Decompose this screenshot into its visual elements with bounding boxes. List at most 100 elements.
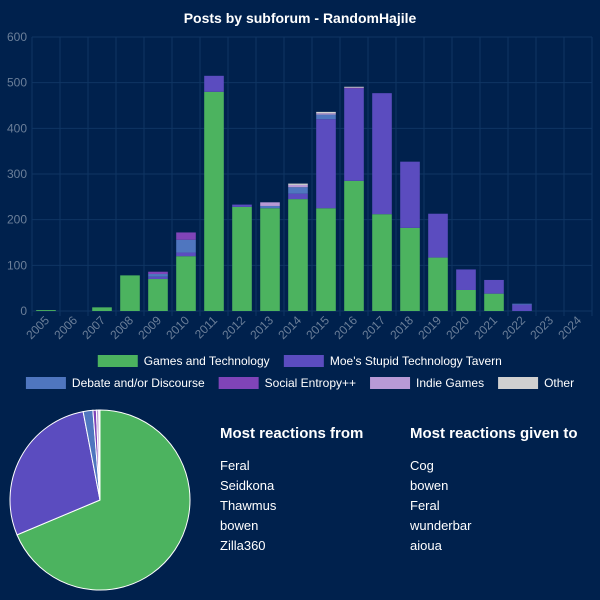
legend-label: Social Entropy++: [265, 376, 356, 390]
reactions-from-title: Most reactions from: [220, 425, 364, 442]
bar-segment: [484, 293, 504, 311]
bar-segment: [176, 256, 196, 311]
bar-segment: [232, 206, 252, 311]
x-tick-label: 2005: [23, 313, 52, 342]
x-tick-label: 2023: [527, 313, 556, 342]
bar-segment: [344, 87, 364, 89]
x-tick-label: 2020: [443, 313, 472, 342]
x-tick-label: 2009: [135, 313, 164, 342]
reactions-given-title: Most reactions given to: [410, 425, 578, 442]
legend-swatch: [218, 377, 259, 389]
bar-segment: [148, 271, 168, 275]
bar-segment: [204, 75, 224, 92]
bar-segment: [176, 252, 196, 257]
reactions-from-list: Most reactions from Feral Seidkona Thawm…: [220, 425, 363, 556]
list-item: bowen: [410, 478, 449, 493]
bar-segment: [316, 119, 336, 209]
x-tick-label: 2018: [387, 313, 416, 342]
list-item: Zilla360: [220, 538, 266, 553]
pie-slice: [16, 409, 191, 591]
x-tick-label: 2011: [192, 313, 220, 341]
bar-segment: [176, 239, 196, 253]
bar-segment: [400, 161, 420, 228]
list-item: Feral: [410, 498, 440, 513]
x-tick-label: 2008: [107, 313, 136, 342]
bar-chart: Posts by subforum - RandomHajile 0 100 200 3…: [7, 10, 593, 390]
bar-segment: [204, 91, 224, 311]
bar-segment: [316, 114, 336, 120]
pie-slice: [9, 411, 101, 536]
bar-segment: [456, 269, 476, 290]
list-item: Seidkona: [220, 478, 275, 493]
bar-segment: [232, 204, 252, 207]
list-item: bowen: [220, 518, 259, 533]
legend-label: Debate and/or Discourse: [72, 376, 205, 390]
reactions-given-list: Most reactions given to Cog bowen Feral …: [410, 425, 578, 556]
bar-segment: [512, 304, 532, 311]
bar-segment: [260, 208, 280, 311]
bar-segment: [344, 88, 364, 181]
bar-segment: [120, 275, 140, 311]
bar-segment: [288, 193, 308, 200]
x-tick-label: 2024: [555, 313, 584, 342]
bar-segment: [288, 199, 308, 311]
bar-segment: [372, 214, 392, 311]
bar-segment: [316, 111, 336, 114]
y-tick-label: 500: [7, 76, 27, 90]
bar-segment: [316, 113, 336, 115]
legend-swatch: [370, 377, 411, 389]
list-item: Thawmus: [220, 498, 277, 513]
x-tick-label: 2019: [415, 313, 444, 342]
bar-segment: [148, 276, 168, 280]
bar-segment: [344, 86, 364, 88]
bar-segment: [428, 257, 448, 311]
y-tick-label: 400: [7, 121, 27, 135]
list-item: Feral: [220, 458, 250, 473]
y-tick-label: 600: [7, 30, 27, 44]
x-tick-label: 2015: [303, 313, 332, 342]
pie-slice: [82, 409, 101, 501]
y-tick-label: 200: [7, 213, 27, 227]
x-tick-label: 2012: [219, 313, 248, 342]
bar-segment: [176, 232, 196, 240]
legend-label: Games and Technology: [144, 354, 270, 368]
bar-segment: [512, 303, 532, 305]
bar-segment: [288, 184, 308, 188]
bar-segment: [428, 213, 448, 258]
pie-slice: [98, 409, 101, 501]
bar-segment: [344, 180, 364, 311]
x-tick-label: 2006: [51, 313, 80, 342]
x-tick-label: 2016: [331, 313, 360, 342]
y-tick-label: 0: [20, 304, 27, 318]
y-tick-label: 100: [7, 258, 27, 272]
list-item: aioua: [410, 538, 442, 553]
legend-label: Other: [544, 376, 574, 390]
bar-segment: [260, 205, 280, 209]
list-item: Cog: [410, 458, 434, 473]
pie-slice: [95, 409, 101, 501]
bar-segment: [456, 289, 476, 311]
bar-segment: [92, 307, 112, 311]
bar-segment: [36, 310, 56, 311]
x-tick-label: 2014: [275, 313, 304, 342]
bar-segment: [372, 93, 392, 215]
legend-swatch: [97, 355, 138, 367]
legend-swatch: [25, 377, 66, 389]
x-tick-label: 2021: [471, 313, 500, 342]
legend-swatch: [498, 377, 539, 389]
bar-segment: [400, 227, 420, 311]
chart-title: Posts by subforum - RandomHajile: [184, 10, 417, 26]
legend-swatch: [283, 355, 324, 367]
bar-segment: [260, 202, 280, 206]
x-tick-label: 2017: [359, 313, 388, 342]
legend-label: Indie Games: [416, 376, 484, 390]
bar-segment: [288, 183, 308, 185]
x-tick-label: 2013: [247, 313, 276, 342]
x-tick-label: 2010: [163, 313, 192, 342]
bar-segment: [148, 279, 168, 311]
pie-slice: [92, 409, 101, 501]
y-tick-label: 300: [7, 167, 27, 181]
list-item: wunderbar: [410, 518, 472, 533]
x-tick-label: 2007: [79, 313, 108, 342]
